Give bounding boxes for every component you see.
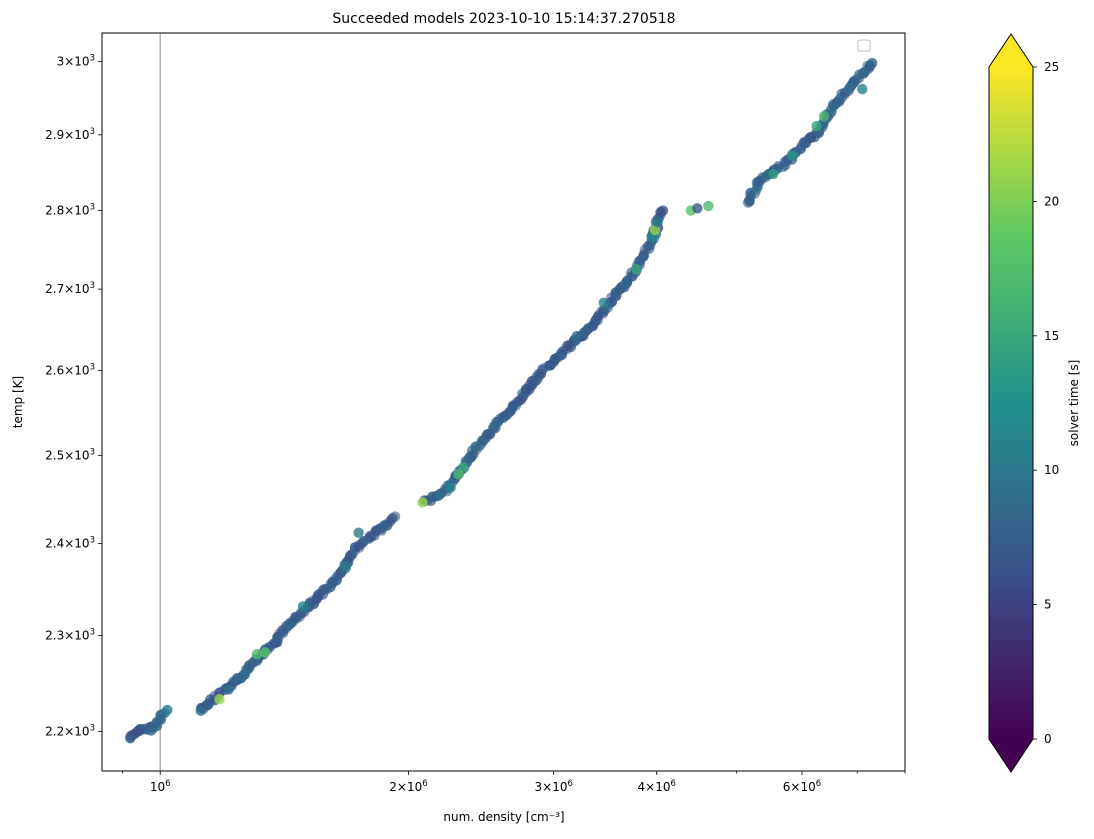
y-tick-label: 2.2×103 <box>45 723 95 738</box>
scatter-points <box>125 57 878 744</box>
colorbar-tick-label: 0 <box>1044 732 1052 746</box>
scatter-point <box>453 469 464 480</box>
y-tick-label: 3×103 <box>57 54 95 69</box>
scatter-point <box>692 203 703 214</box>
scatter-point <box>353 527 364 538</box>
scatter-point <box>867 57 878 69</box>
scatter-point <box>844 83 855 94</box>
scatter-point <box>571 330 583 342</box>
colorbar-tick-label: 5 <box>1044 598 1052 612</box>
scatter-point <box>214 694 225 705</box>
scatter-point <box>652 216 663 228</box>
y-tick-label: 2.4×103 <box>45 535 95 550</box>
scatter-point <box>251 649 263 660</box>
scatter-point <box>125 733 136 744</box>
y-tick-label: 2.8×103 <box>45 203 95 218</box>
scatter-point <box>232 672 243 684</box>
scatter-point <box>631 264 642 275</box>
scatter-point <box>417 497 428 508</box>
colorbar-tick-label: 20 <box>1044 194 1059 208</box>
x-tick-label: 6×106 <box>783 779 821 794</box>
colorbar-tick-label: 25 <box>1044 60 1059 74</box>
scatter-point <box>818 111 830 122</box>
colorbar-extend-max <box>989 34 1033 67</box>
plot-background <box>102 33 905 771</box>
scatter-point <box>340 560 352 572</box>
scatter-point <box>703 200 714 212</box>
plot-area <box>101 32 906 772</box>
legend-box <box>857 39 871 52</box>
colorbar-label: solver time [s] <box>1067 360 1081 447</box>
scatter-point <box>657 205 669 216</box>
chart-title: Succeeded models 2023-10-10 15:14:37.270… <box>332 11 675 27</box>
x-axis: 106 2×106 3×106 4×106 6×106 <box>122 771 906 794</box>
colorbar-extend-min <box>989 739 1033 772</box>
scatter-point <box>259 647 271 658</box>
y-tick-label: 2.9×103 <box>45 127 95 142</box>
colorbar-tick-label: 15 <box>1044 329 1059 343</box>
plot-frame <box>101 32 906 772</box>
x-tick-label: 2×106 <box>389 779 427 794</box>
scatter-point <box>162 704 173 716</box>
scatter-point <box>145 725 157 736</box>
y-axis-label: temp [K] <box>11 376 25 428</box>
scatter-point <box>223 684 234 695</box>
scatter-point <box>598 297 609 308</box>
x-tick-label: 3×106 <box>535 779 573 794</box>
scatter-point <box>445 482 456 493</box>
colorbar-tick-label: 10 <box>1044 463 1059 477</box>
scatter-point <box>811 120 822 132</box>
y-tick-label: 2.7×103 <box>45 281 95 296</box>
y-tick-label: 2.3×103 <box>45 627 95 642</box>
x-tick-label: 4×106 <box>638 779 676 794</box>
scatter-point <box>857 83 868 95</box>
scatter-point <box>195 705 206 717</box>
y-tick-label: 2.5×103 <box>45 447 95 462</box>
scatter-point <box>389 511 401 522</box>
x-axis-label: num. density [cm⁻³] <box>443 810 564 824</box>
y-tick-label: 2.6×103 <box>45 363 95 378</box>
scatter-point <box>132 726 144 737</box>
scatter-point <box>768 168 779 180</box>
y-axis: 2.2×103 2.3×103 2.4×103 2.5×103 2.6×103 2.7×1… <box>45 54 102 738</box>
scatter-point <box>297 601 309 612</box>
colorbar-gradient <box>989 67 1033 739</box>
x-tick-label: 106 <box>150 779 171 794</box>
colorbar: 0 5 10 15 20 25 <box>988 33 1059 773</box>
scatter-point <box>787 150 799 161</box>
